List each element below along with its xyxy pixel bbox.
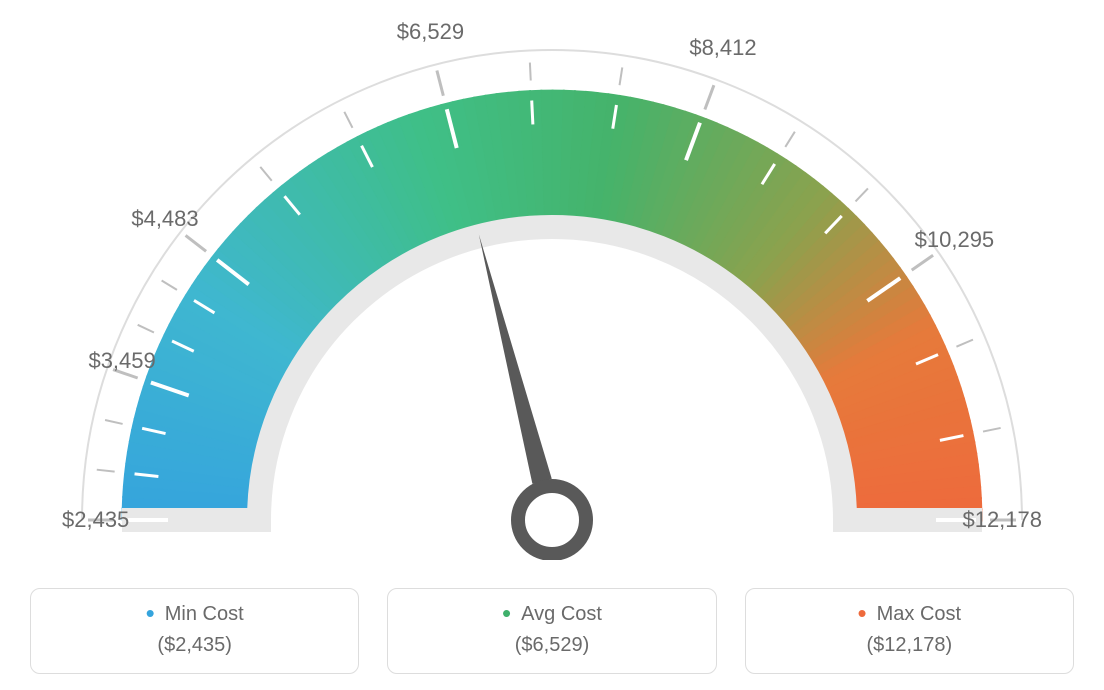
gauge-tick-label: $3,459 [88, 348, 155, 374]
legend-min-value: ($2,435) [31, 634, 358, 657]
legend-min-title: Min Cost [31, 603, 358, 626]
legend-max-value: ($12,178) [746, 634, 1073, 657]
legend-max-title: Max Cost [746, 603, 1073, 626]
legend-avg-box: Avg Cost ($6,529) [387, 588, 716, 674]
gauge-tick-label: $12,178 [962, 507, 1042, 533]
gauge-tick-label: $10,295 [915, 227, 995, 253]
legend-avg-title: Avg Cost [388, 603, 715, 626]
legend-row: Min Cost ($2,435) Avg Cost ($6,529) Max … [0, 588, 1104, 674]
legend-avg-value: ($6,529) [388, 634, 715, 657]
cost-gauge-widget: $2,435 $3,459 $4,483 $6,529 $8,412 $10,295 $12… [0, 0, 1104, 690]
legend-max-box: Max Cost ($12,178) [745, 588, 1074, 674]
gauge-tick-label: $8,412 [689, 35, 756, 61]
gauge-tick-label: $4,483 [131, 206, 198, 232]
gauge-tick-label: $6,529 [397, 19, 464, 45]
gauge-chart: $2,435 $3,459 $4,483 $6,529 $8,412 $10,295 $12… [0, 0, 1104, 560]
legend-min-box: Min Cost ($2,435) [30, 588, 359, 674]
gauge-tick-label: $2,435 [62, 507, 129, 533]
